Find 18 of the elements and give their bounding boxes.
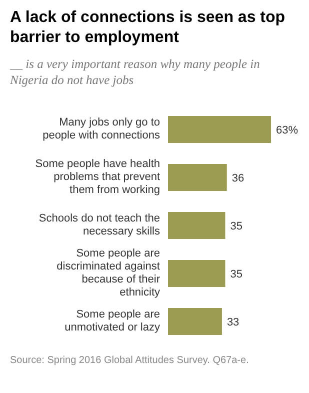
data-label: 33 xyxy=(226,316,240,328)
chart-title: A lack of connections is seen as top barrier to employment xyxy=(10,8,286,48)
data-label: 63% xyxy=(276,124,298,136)
y-tick-label: Many jobs only go to people with connections xyxy=(42,116,160,142)
data-label: 35 xyxy=(230,220,242,232)
bar xyxy=(168,116,271,143)
bar xyxy=(168,260,226,287)
chart-subtitle: __ is a very important reason why many people in Nigeria do not have jobs xyxy=(10,56,261,88)
y-tick-label: Schools do not teach the necessary skills xyxy=(38,212,160,238)
bar xyxy=(168,308,222,335)
data-label: 36 xyxy=(232,172,244,184)
bar xyxy=(168,212,226,239)
y-tick-label: Some people are unmotivated or lazy xyxy=(64,308,160,334)
y-tick-label: Some people are discriminated against because of their ethnicity xyxy=(56,247,160,298)
bar xyxy=(168,164,227,191)
y-tick-label: Some people have health problems that prevent them from working xyxy=(35,158,160,196)
data-label: 35 xyxy=(230,268,242,280)
source-note: Source: Spring 2016 Global Attitudes Survey. Q67a-e. xyxy=(10,355,249,366)
